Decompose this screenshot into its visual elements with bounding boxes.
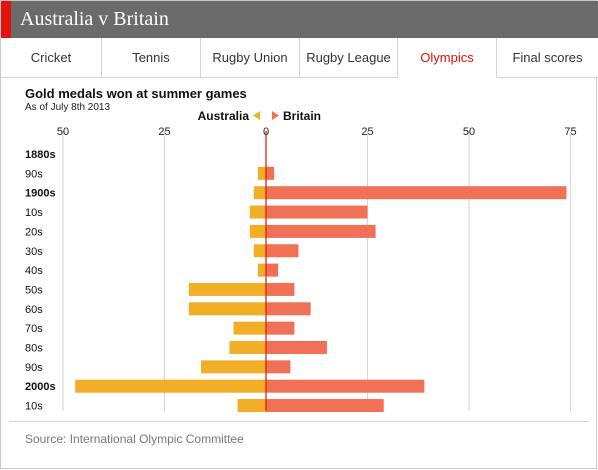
category-label: 10s [25, 401, 43, 413]
bar-australia [253, 244, 266, 258]
category-label: 2000s [25, 381, 56, 393]
bar-australia [75, 379, 267, 393]
tab-tennis[interactable]: Tennis [102, 38, 201, 78]
bar-britain [266, 379, 425, 393]
bar-australia [237, 399, 266, 413]
bar-britain [266, 166, 275, 180]
footer-divider [9, 421, 589, 422]
tick-label: 50 [57, 126, 69, 138]
bar-australia [257, 166, 266, 180]
tick-label: 25 [158, 126, 170, 138]
bar-australia [233, 321, 266, 335]
bar-chart: 50250255075AustraliaBritain1880s90s1900s… [25, 109, 577, 413]
category-label: 20s [25, 226, 43, 238]
page-title: Australia v Britain [20, 8, 169, 30]
tab-rugby-league[interactable]: Rugby League [300, 38, 398, 78]
chart-title: Gold medals won at summer games [25, 86, 247, 101]
bar-australia [249, 205, 266, 219]
category-label: 80s [25, 343, 43, 355]
category-label: 50s [25, 284, 43, 296]
bar-britain [266, 244, 299, 258]
tab-cricket[interactable]: Cricket [1, 38, 102, 78]
tab-final-scores[interactable]: Final scores [497, 38, 598, 78]
bar-australia [249, 224, 266, 238]
bar-britain [266, 341, 327, 354]
category-label: 1900s [25, 188, 56, 200]
bar-britain [266, 186, 567, 200]
chart-subtitle: As of July 8th 2013 [25, 102, 111, 113]
bar-britain [266, 399, 384, 413]
source-note: Source: International Olympic Committee [25, 432, 244, 446]
legend-label-britain: Britain [283, 109, 321, 123]
category-label: 70s [25, 323, 43, 335]
bar-britain [266, 302, 311, 316]
bar-britain [266, 205, 368, 219]
legend-label-australia: Australia [198, 109, 250, 123]
legend-arrow-australia [253, 111, 260, 120]
bar-australia [253, 186, 266, 200]
bar-britain [266, 282, 295, 296]
category-label: 90s [25, 362, 43, 374]
category-label: 1880s [25, 149, 56, 161]
category-label: 40s [25, 265, 43, 277]
bar-britain [266, 321, 295, 335]
title-accent [1, 1, 11, 38]
bar-britain [266, 263, 279, 277]
title-bar: Australia v Britain [1, 1, 598, 38]
bar-australia [188, 302, 266, 316]
category-label: 10s [25, 207, 43, 219]
bar-australia [188, 282, 266, 296]
category-label: 90s [25, 168, 43, 180]
tick-label: 25 [361, 126, 373, 138]
bar-britain [266, 224, 376, 238]
bar-australia [201, 360, 266, 374]
bar-australia [229, 341, 266, 354]
bar-britain [266, 360, 291, 374]
tab-rugby-union[interactable]: Rugby Union [201, 38, 300, 78]
category-label: 30s [25, 246, 43, 258]
tick-label: 50 [463, 126, 475, 138]
legend-arrow-britain [272, 111, 279, 120]
category-label: 60s [25, 304, 43, 316]
bar-australia [257, 263, 266, 277]
tab-bar: Cricket Tennis Rugby Union Rugby League … [1, 38, 598, 78]
tick-label: 75 [564, 126, 576, 138]
tab-olympics[interactable]: Olympics [398, 38, 497, 78]
